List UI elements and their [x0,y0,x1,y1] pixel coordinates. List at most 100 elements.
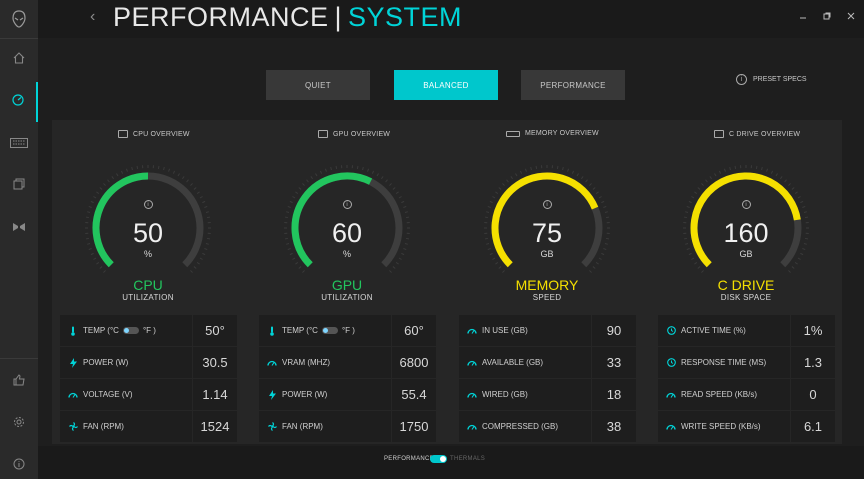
overview-heading-label: C DRIVE OVERVIEW [729,130,801,138]
page-title-separator: | [334,2,343,32]
stat-label-suffix: °F ) [341,326,355,335]
table-row: AVAILABLE (GB) 33 [459,347,636,379]
copy-icon [13,177,25,195]
table-row: RESPONSE TIME (MS) 1.3 [658,347,835,379]
gpu-chip-icon [318,130,328,138]
mode-balanced-button[interactable]: BALANCED [394,70,498,100]
title-bar: ‹ PERFORMANCE | SYSTEM [38,0,864,38]
close-icon[interactable] [844,9,858,23]
gauge-ring [683,165,809,273]
fan-icon [267,422,277,431]
gauge: i 60% GPU UTILIZATION [277,158,417,308]
stat-label-cell: POWER (W) [60,347,192,378]
gauge-value: 75 [531,218,563,248]
gauge-info-icon[interactable]: i [477,200,617,209]
info-icon: i [736,74,747,85]
sidebar-item-about[interactable] [0,446,38,479]
table-row: IN USE (GB) 90 [459,315,636,347]
stat-label: READ SPEED (KB/s) [681,390,758,399]
gauge: i 50% CPU UTILIZATION [78,158,218,308]
gauge-icon [666,391,676,398]
gauge-icon [666,423,676,430]
drive-icon [714,130,724,138]
sidebar-item-fx[interactable] [0,208,38,248]
sidebar-item-feedback[interactable] [0,362,38,402]
bolt-icon [267,389,277,400]
cpu-chip-icon [118,130,128,138]
stat-value: 55.4 [392,379,436,410]
stat-value: 6.1 [791,411,835,442]
gauge-icon [267,359,277,366]
stat-value: 1524 [193,411,237,442]
table-row: WRITE SPEED (KB/s) 6.1 [658,411,835,443]
stat-label: AVAILABLE (GB) [482,358,544,367]
gauge-fill [291,172,373,268]
stat-label: FAN (RPM) [282,422,323,431]
sidebar-item-settings[interactable] [0,404,38,444]
stat-label: FAN (RPM) [83,422,124,431]
fan-icon [68,422,78,431]
restore-icon[interactable] [820,9,834,23]
footer-performance-label: PERFORMANCE [384,456,434,462]
stat-label-cell: COMPRESSED (GB) [459,411,591,442]
page-title: PERFORMANCE | SYSTEM [113,2,462,33]
stat-label: VRAM (MHZ) [282,358,330,367]
alienware-logo-icon[interactable] [0,0,38,38]
page-title-sub: SYSTEM [348,2,463,32]
table-row: ACTIVE TIME (%) 1% [658,315,835,347]
sidebar-item-home[interactable] [0,40,38,80]
gauge: i 75 GB MEMORY SPEED [477,158,617,308]
stat-label: IN USE (GB) [482,326,528,335]
bowtie-icon [12,219,26,237]
stat-value: 18 [592,379,636,410]
stat-value: 90 [592,315,636,346]
gauge-name: CPU [133,277,163,293]
gauge-name: C DRIVE [717,277,775,293]
preset-specs-link[interactable]: i PRESET SPECS [736,74,807,85]
sidebar [0,0,38,479]
gauge-fill [690,172,801,268]
table-row: POWER (W) 55.4 [259,379,436,411]
sidebar-item-keyboard[interactable] [0,124,38,164]
sidebar-item-copy[interactable] [0,166,38,206]
table-row: POWER (W) 30.5 [60,347,237,379]
stat-label-cell: AVAILABLE (GB) [459,347,591,378]
stat-value: 50° [193,315,237,346]
temp-unit-toggle[interactable] [321,327,338,334]
gauge-info-icon[interactable]: i [676,200,816,209]
stat-label: COMPRESSED (GB) [482,422,559,431]
preset-specs-label: PRESET SPECS [753,76,807,83]
gauge-ring [484,165,610,273]
gauge-icon [467,391,477,398]
thermometer-icon [68,326,78,336]
mode-quiet-button[interactable]: QUIET [266,70,370,100]
home-icon [13,51,25,69]
stat-value: 6800 [392,347,436,378]
gauge-icon [68,391,78,398]
gauge-info-icon[interactable]: i [78,200,218,209]
stat-value: 38 [592,411,636,442]
back-chevron-icon[interactable]: ‹ [90,8,96,25]
table-row: VRAM (MHZ) 6800 [259,347,436,379]
gauge-name: GPU [331,277,363,293]
gauge-value: 50 [132,218,164,248]
stat-value: 1.14 [193,379,237,410]
gauge-unit: % [342,249,351,259]
gauge-ring [284,165,410,273]
stat-label-cell: VOLTAGE (V) [60,379,192,410]
view-toggle[interactable] [430,455,447,463]
sidebar-item-performance[interactable] [0,82,38,122]
gauge: i 160 GB C DRIVE DISK SPACE [676,158,816,308]
gauge-unit: GB [739,249,753,259]
minimize-icon[interactable] [796,9,810,23]
gauge-subtitle: UTILIZATION [122,293,174,302]
stat-label: WIRED (GB) [482,390,528,399]
stat-table: TEMP (°C °F ) 50° POWER (W) 30.5 VOLTAGE (V) 1… [60,315,237,443]
gauge-info-icon[interactable]: i [277,200,417,209]
overview-heading-label: MEMORY OVERVIEW [525,130,599,137]
temp-unit-toggle[interactable] [122,327,139,334]
sidebar-divider [0,358,38,359]
gauge-icon [467,359,477,366]
gauge-icon [467,423,477,430]
mode-performance-button[interactable]: PERFORMANCE [521,70,625,100]
